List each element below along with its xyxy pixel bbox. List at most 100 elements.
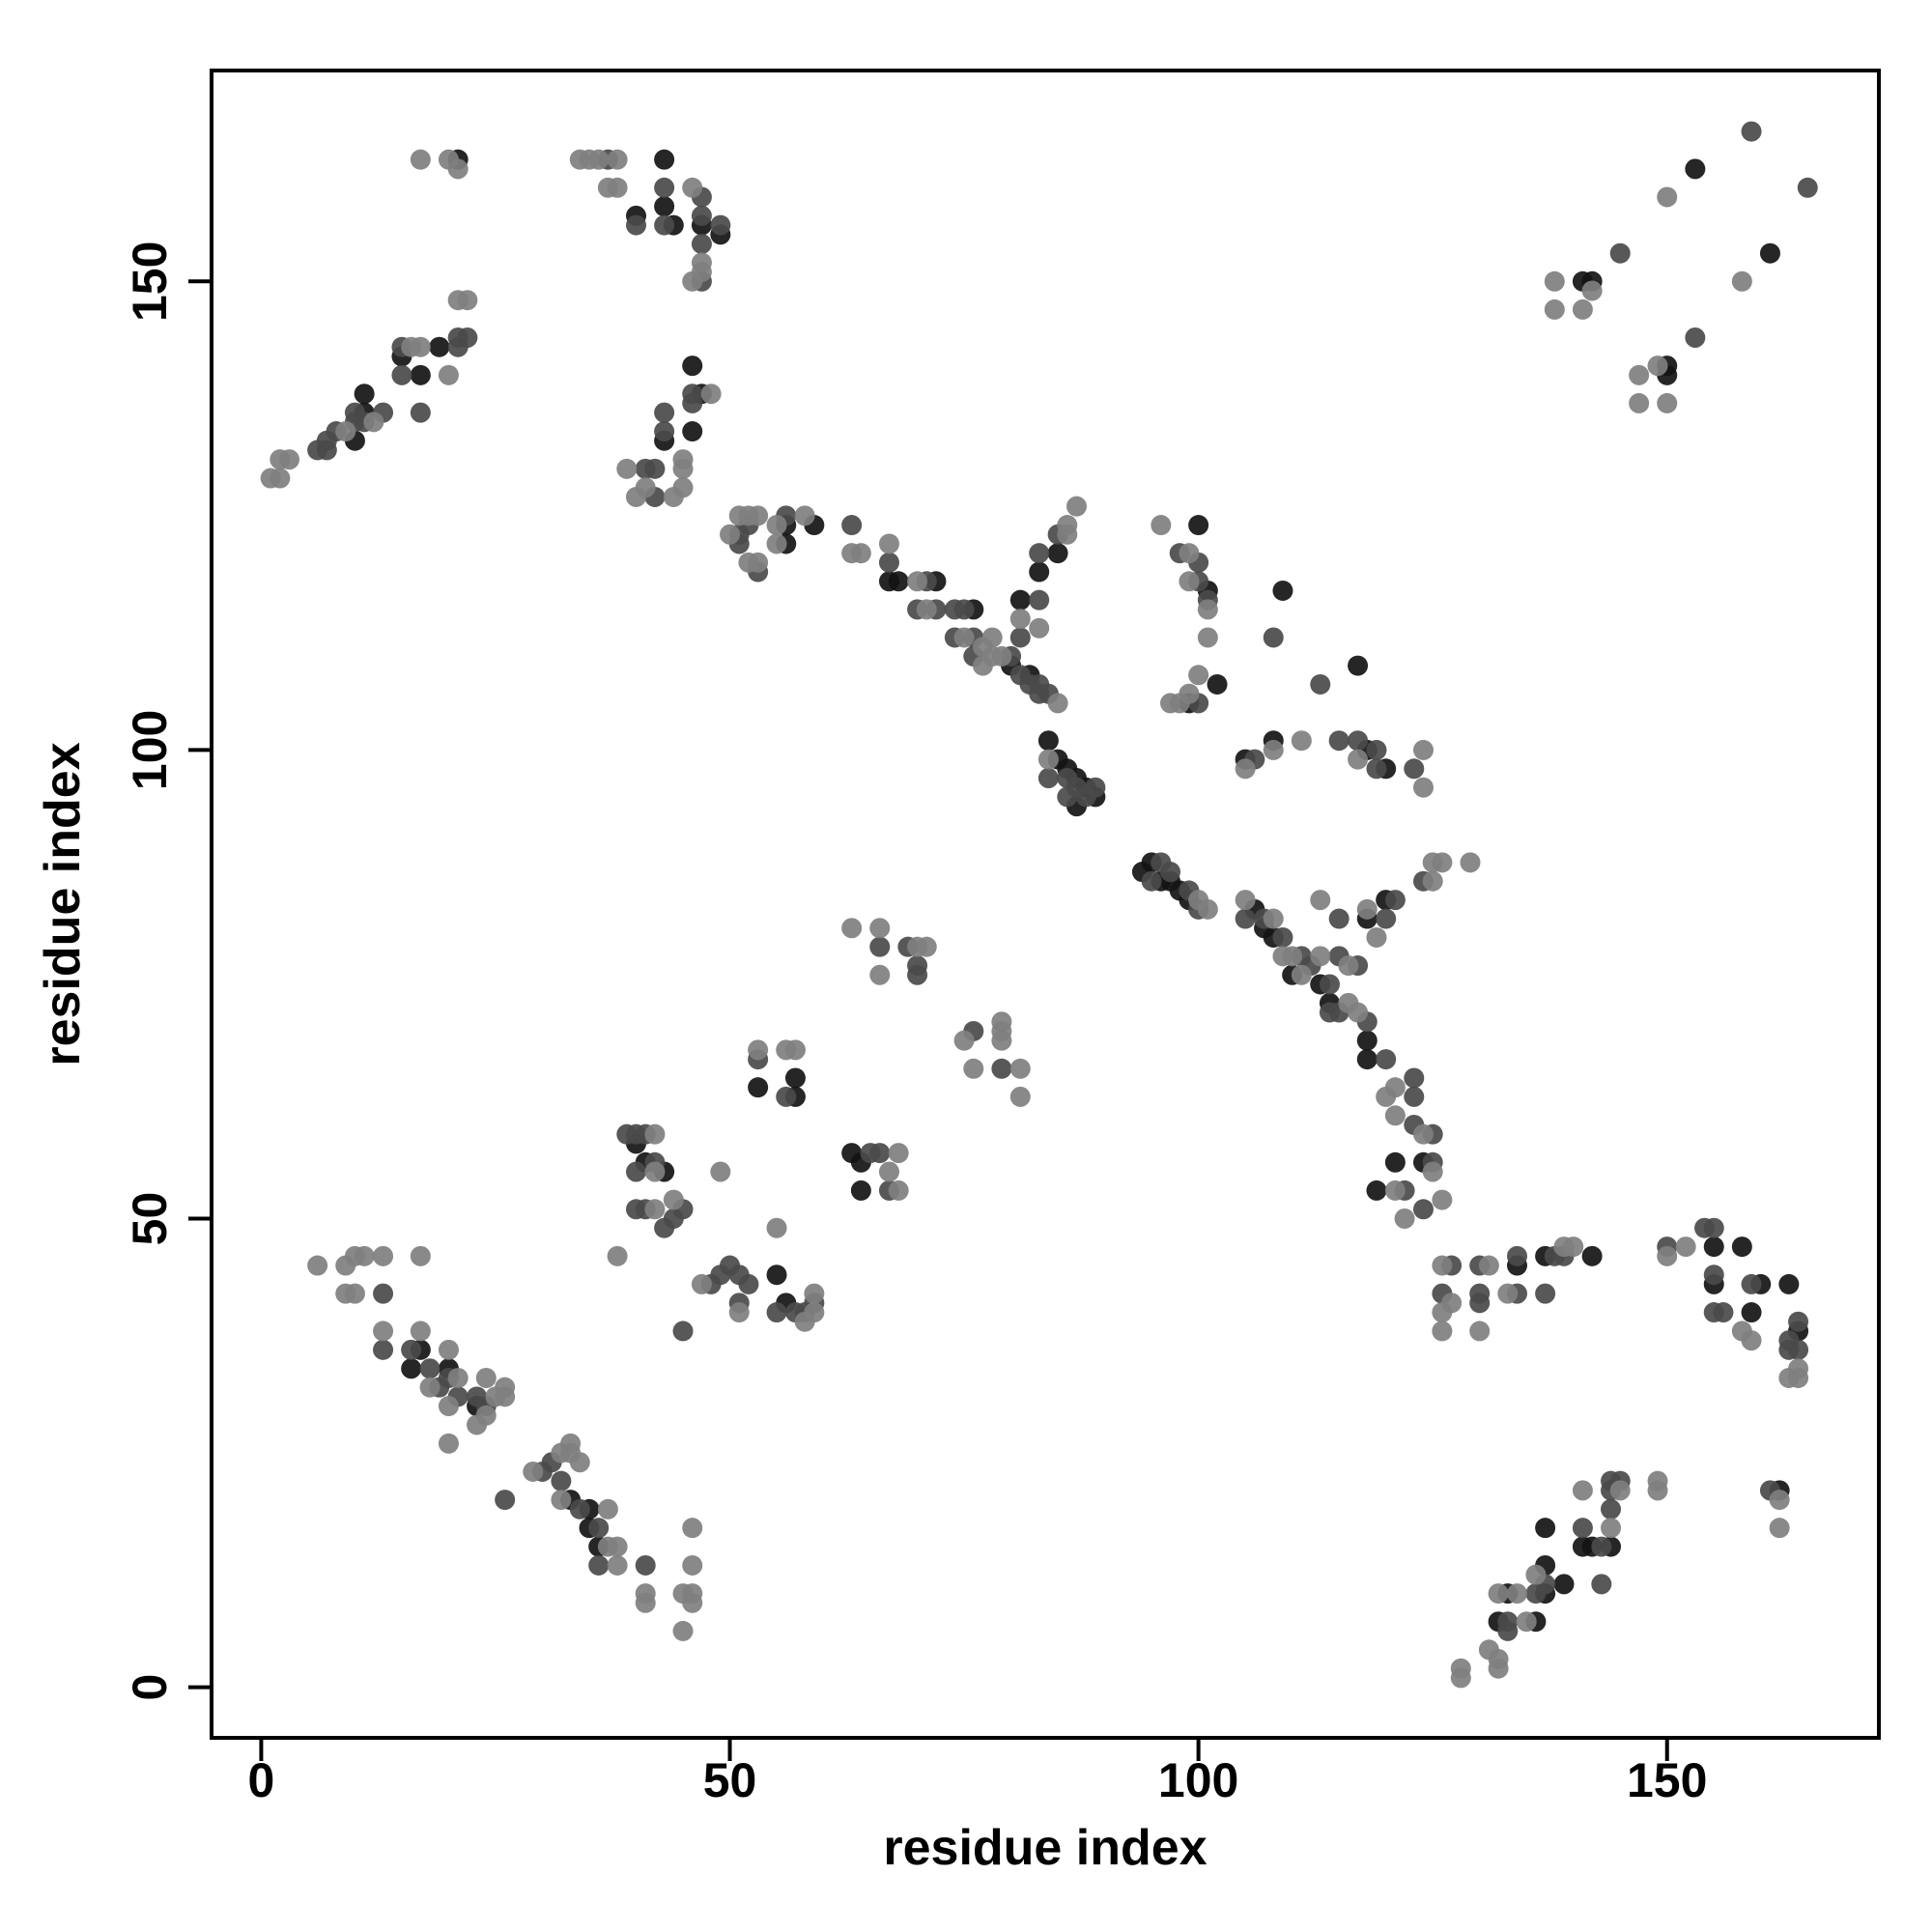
point <box>1366 926 1387 948</box>
point <box>1685 158 1706 180</box>
point <box>916 936 937 957</box>
point <box>1291 964 1312 985</box>
point <box>850 1179 871 1201</box>
point <box>1235 758 1256 780</box>
point <box>1629 364 1650 385</box>
point <box>1376 1049 1397 1070</box>
point <box>1356 898 1378 920</box>
point <box>410 402 431 423</box>
point <box>1525 1564 1547 1585</box>
point <box>1412 777 1434 798</box>
point <box>1328 730 1350 752</box>
point <box>1422 1161 1443 1182</box>
point <box>447 290 469 311</box>
point <box>869 964 891 985</box>
point <box>644 1123 666 1145</box>
point <box>1797 177 1818 198</box>
point <box>1544 270 1565 292</box>
point <box>1488 1583 1509 1605</box>
point <box>841 918 863 939</box>
point <box>654 177 675 198</box>
point <box>644 1161 666 1182</box>
point <box>1441 1293 1463 1314</box>
point <box>1703 1264 1724 1286</box>
point <box>1272 926 1293 948</box>
point <box>1478 1639 1499 1661</box>
point <box>551 1490 572 1511</box>
point <box>748 1039 769 1061</box>
point <box>776 1086 797 1107</box>
point <box>410 1321 431 1342</box>
point <box>607 1554 628 1576</box>
point <box>710 214 731 236</box>
point <box>588 1554 610 1576</box>
point <box>419 1377 440 1398</box>
point <box>1657 1245 1678 1266</box>
point <box>410 149 431 170</box>
point <box>1047 543 1068 564</box>
point <box>1629 392 1650 413</box>
point <box>1404 1086 1425 1107</box>
point <box>1572 1518 1593 1539</box>
plot-frame <box>210 69 1881 1740</box>
point <box>869 1143 891 1164</box>
point <box>1581 1245 1603 1266</box>
point <box>804 1302 825 1323</box>
point <box>1057 786 1078 808</box>
point <box>794 505 815 526</box>
point <box>447 1367 469 1388</box>
point <box>1741 1273 1762 1294</box>
point <box>748 1077 769 1098</box>
point <box>597 1498 618 1520</box>
y-axis-title: residue index <box>35 742 91 1065</box>
point <box>953 1030 975 1051</box>
point <box>1432 1255 1453 1276</box>
point <box>981 627 1003 648</box>
point <box>588 149 610 170</box>
point <box>1197 599 1218 620</box>
point <box>869 918 891 939</box>
point <box>748 505 769 526</box>
point <box>644 458 666 479</box>
point <box>635 477 656 498</box>
point <box>1291 730 1312 752</box>
point <box>495 1490 516 1511</box>
point <box>1544 298 1565 320</box>
point <box>1731 270 1752 292</box>
point <box>691 233 712 254</box>
point <box>766 1302 787 1323</box>
point <box>1788 1311 1809 1332</box>
point <box>373 1283 394 1304</box>
point <box>438 1339 459 1360</box>
point <box>1356 1030 1378 1051</box>
point <box>1066 496 1088 517</box>
point <box>1263 908 1284 929</box>
point <box>691 1273 712 1294</box>
point <box>1009 1058 1031 1079</box>
point <box>363 412 384 433</box>
point <box>410 1245 431 1266</box>
point <box>335 421 356 442</box>
point <box>766 1217 787 1238</box>
plot-area <box>260 121 1818 1689</box>
point <box>626 1161 647 1182</box>
point <box>766 515 787 536</box>
y-tick-label: 100 <box>123 710 177 790</box>
point <box>551 1470 572 1492</box>
point <box>410 336 431 357</box>
point <box>907 571 928 592</box>
point <box>1432 852 1453 873</box>
point <box>1188 515 1209 536</box>
point <box>672 477 694 498</box>
point <box>878 552 899 573</box>
point <box>1384 890 1406 911</box>
point <box>682 1554 703 1576</box>
point <box>569 1452 590 1473</box>
point <box>1601 1498 1622 1520</box>
point <box>888 1143 909 1164</box>
point <box>654 214 675 236</box>
point <box>1310 890 1331 911</box>
point <box>635 1554 656 1576</box>
point <box>270 468 291 489</box>
point <box>626 214 647 236</box>
